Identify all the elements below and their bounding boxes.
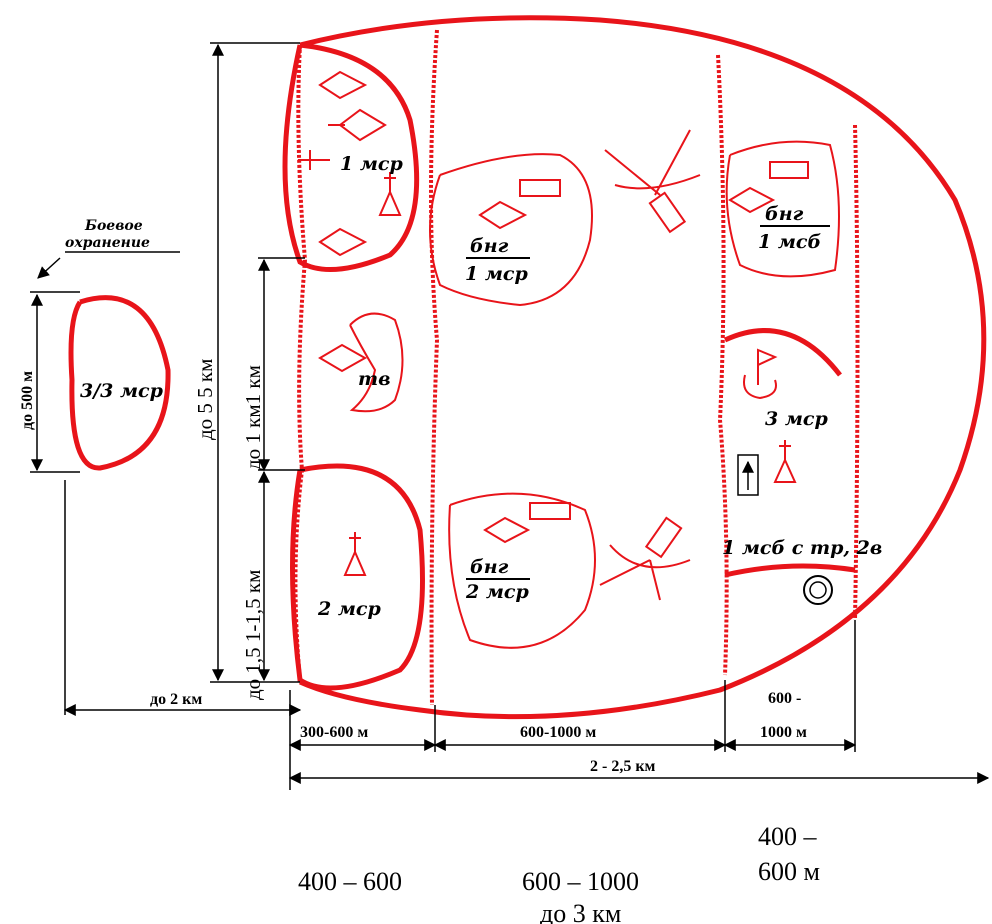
msr1-area [282,42,420,273]
dim-do15: до 1,5 1-1,5 км [241,570,265,700]
bng1-top-label: бнг [470,235,509,257]
bottom-label-b: 600 – 1000 [522,867,639,896]
unit-label-msr3: 3 мср [765,408,828,430]
vehicle-symbol [519,179,561,197]
bng2-bottom-label: 2 мср [465,581,529,603]
outpost-area [68,295,171,471]
dim-600: 600 - [768,690,801,707]
diamond-symbol [318,227,368,257]
msr3-area [723,328,842,377]
unit-label-msr33: 3/3 мср [80,380,164,402]
band-line-4 [853,124,860,621]
dim-2-25: 2 - 2,5 км [590,758,656,775]
dim-do5km: до 5 5 км [193,359,217,440]
unit-label-tv: тв [358,368,391,390]
target-icon [803,575,833,605]
bottom-label-c1: 400 – [758,822,818,851]
bng2-top-label: бнг [470,556,509,578]
bng1-outline [429,153,593,307]
command-post-marker [737,454,759,496]
dim-600-1000: 600-1000 м [520,724,596,741]
command-post-icon [343,549,367,576]
fire-sector-symbol [604,129,701,196]
dimension-lines [30,42,990,790]
diamond-symbol [318,343,368,373]
command-post-icon [378,189,402,216]
dim-1000: 1000 м [760,724,807,741]
vehicle-symbol [644,516,683,559]
vehicle-symbol [769,161,809,179]
band-line-1 [293,44,308,681]
diamond-symbol [483,516,531,544]
diamond-symbol [478,200,528,230]
bottom-label-a: 400 – 600 [298,867,402,896]
outpost-label-1: Боевое [84,218,143,234]
command-post-icon [773,457,797,483]
bottom-label-d: до 3 км [540,899,621,924]
dim-300-600: 300-600 м [300,724,368,741]
bng2-outline [448,492,596,649]
msr3-lower [724,563,856,578]
symbols [298,70,809,601]
vehicle-symbol [529,502,571,520]
bng3-top-label: бнг [765,203,804,225]
tv-area [349,312,404,413]
dim-do1km: до 1 км1 км [241,365,265,470]
msr2-area [290,463,425,691]
diamond-symbol [338,108,387,142]
fire-sector-symbol [599,544,691,601]
diamond-symbol [728,186,776,214]
battalion-area-perimeter [298,15,987,720]
unit-label-msb-tr: 1 мсб с тр, 2в [722,537,882,559]
dim-do2km: до 2 км [150,691,202,708]
dim-do500: до 500 м [19,371,36,430]
bng1-bottom-label: 1 мср [465,263,528,285]
band-line-3 [716,54,729,676]
vehicle-symbol [648,191,687,234]
bng3-bottom-label: 1 мсб [758,231,821,253]
bng3-outline [725,140,840,278]
bottom-label-c2: 600 м [758,857,820,886]
band-line-2 [429,29,440,706]
diamond-symbol [318,70,368,100]
unit-label-msr2: 2 мср [317,598,381,620]
outpost-label-2: охранение [65,235,150,251]
unit-label-msr1: 1 мср [340,153,403,175]
